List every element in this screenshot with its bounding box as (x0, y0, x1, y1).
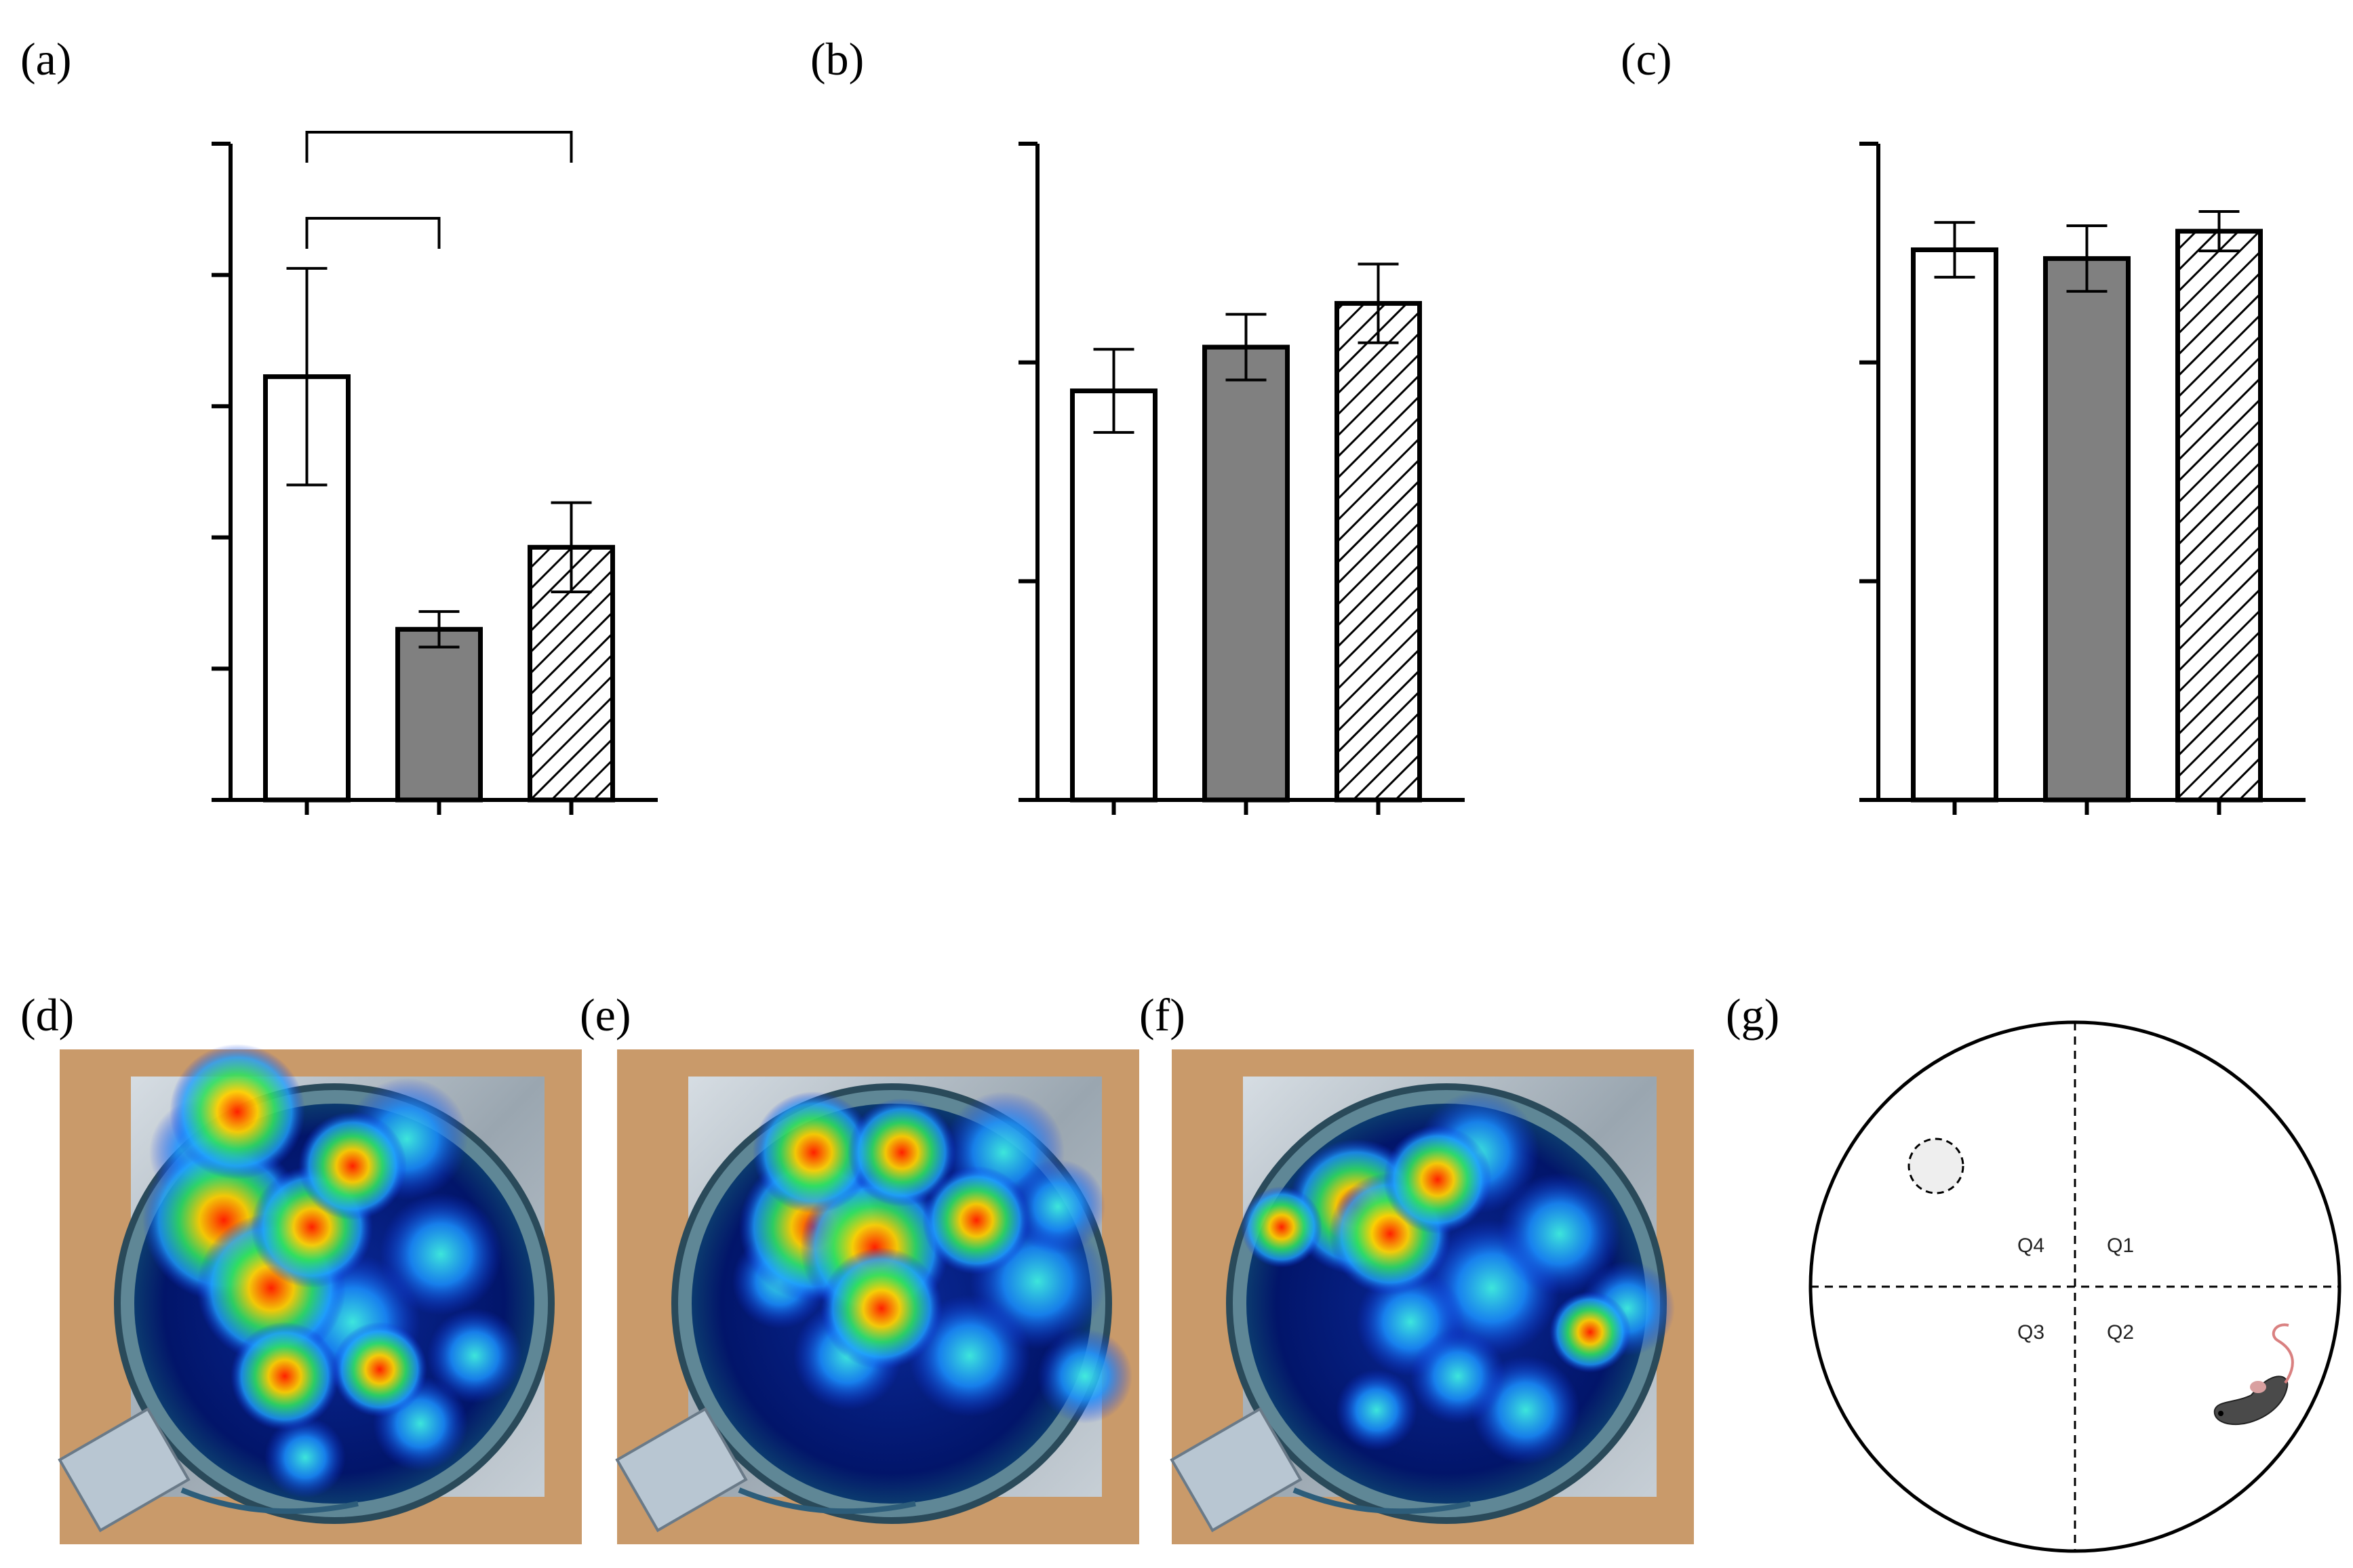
bar-lvd (395, 626, 483, 803)
panel-label-e: (e) (580, 989, 631, 1041)
heat-spot (1549, 1291, 1631, 1373)
panel-label-b: (b) (810, 33, 864, 85)
bar-hvd (2175, 228, 2263, 803)
panel-label-a: (a) (20, 33, 71, 85)
quadrant-diagram: Q4 Q1 Q3 Q2 (1808, 1020, 2341, 1553)
heat-spot (1499, 1173, 1621, 1295)
heat-spot (1010, 1159, 1105, 1254)
heat-spot (1336, 1369, 1417, 1451)
bar-vdd (1070, 388, 1158, 803)
panel-label-d: (d) (20, 989, 74, 1041)
heatmap-photo-hvd (1170, 1049, 1694, 1544)
panel-label-g: (g) (1726, 989, 1779, 1041)
bar-lvd (2043, 256, 2131, 803)
heat-spot (332, 1322, 427, 1417)
bar-hvd (1334, 301, 1422, 803)
heat-spot (298, 1112, 407, 1220)
heatmap-photo-vdd (58, 1044, 582, 1544)
heat-spot (380, 1193, 502, 1315)
heat-spot (231, 1322, 339, 1430)
quadrant-label-q3: Q3 (2017, 1321, 2044, 1344)
control-box (1170, 1407, 1303, 1533)
quadrant-label-q2: Q2 (2107, 1321, 2134, 1344)
heat-spot (170, 1044, 305, 1180)
mouse-icon (2213, 1323, 2294, 1426)
hose (1292, 1487, 1471, 1514)
bar-lvd (1202, 344, 1290, 803)
heat-spot (922, 1166, 1031, 1274)
quadrant-label-q1: Q1 (2107, 1234, 2134, 1257)
platform-icon (1907, 1138, 1964, 1194)
panel-label-f: (f) (1139, 989, 1185, 1041)
heat-spot (427, 1308, 522, 1403)
heat-spot (753, 1091, 875, 1213)
heat-spot (848, 1098, 956, 1207)
bar-chart-distance (1859, 142, 2306, 815)
panel-label-c: (c) (1621, 33, 1672, 85)
heat-spot (820, 1247, 943, 1369)
control-box (615, 1407, 748, 1533)
heat-spot (1241, 1186, 1322, 1268)
bar-chart-latency (212, 131, 658, 815)
quadrant-label-q4: Q4 (2017, 1234, 2044, 1257)
heatmap-photo-lvd (615, 1049, 1139, 1544)
significance-bracket (305, 217, 441, 249)
bar-chart-time-q4 (1019, 142, 1465, 815)
heat-spot (1037, 1329, 1132, 1424)
significance-bracket (305, 131, 573, 163)
hose (738, 1487, 916, 1514)
bar-vdd (1911, 247, 1998, 803)
hose (180, 1487, 359, 1514)
heat-spot (1383, 1125, 1492, 1234)
heat-spot (1410, 1329, 1505, 1424)
control-box (58, 1407, 191, 1533)
heat-spot (264, 1417, 346, 1498)
